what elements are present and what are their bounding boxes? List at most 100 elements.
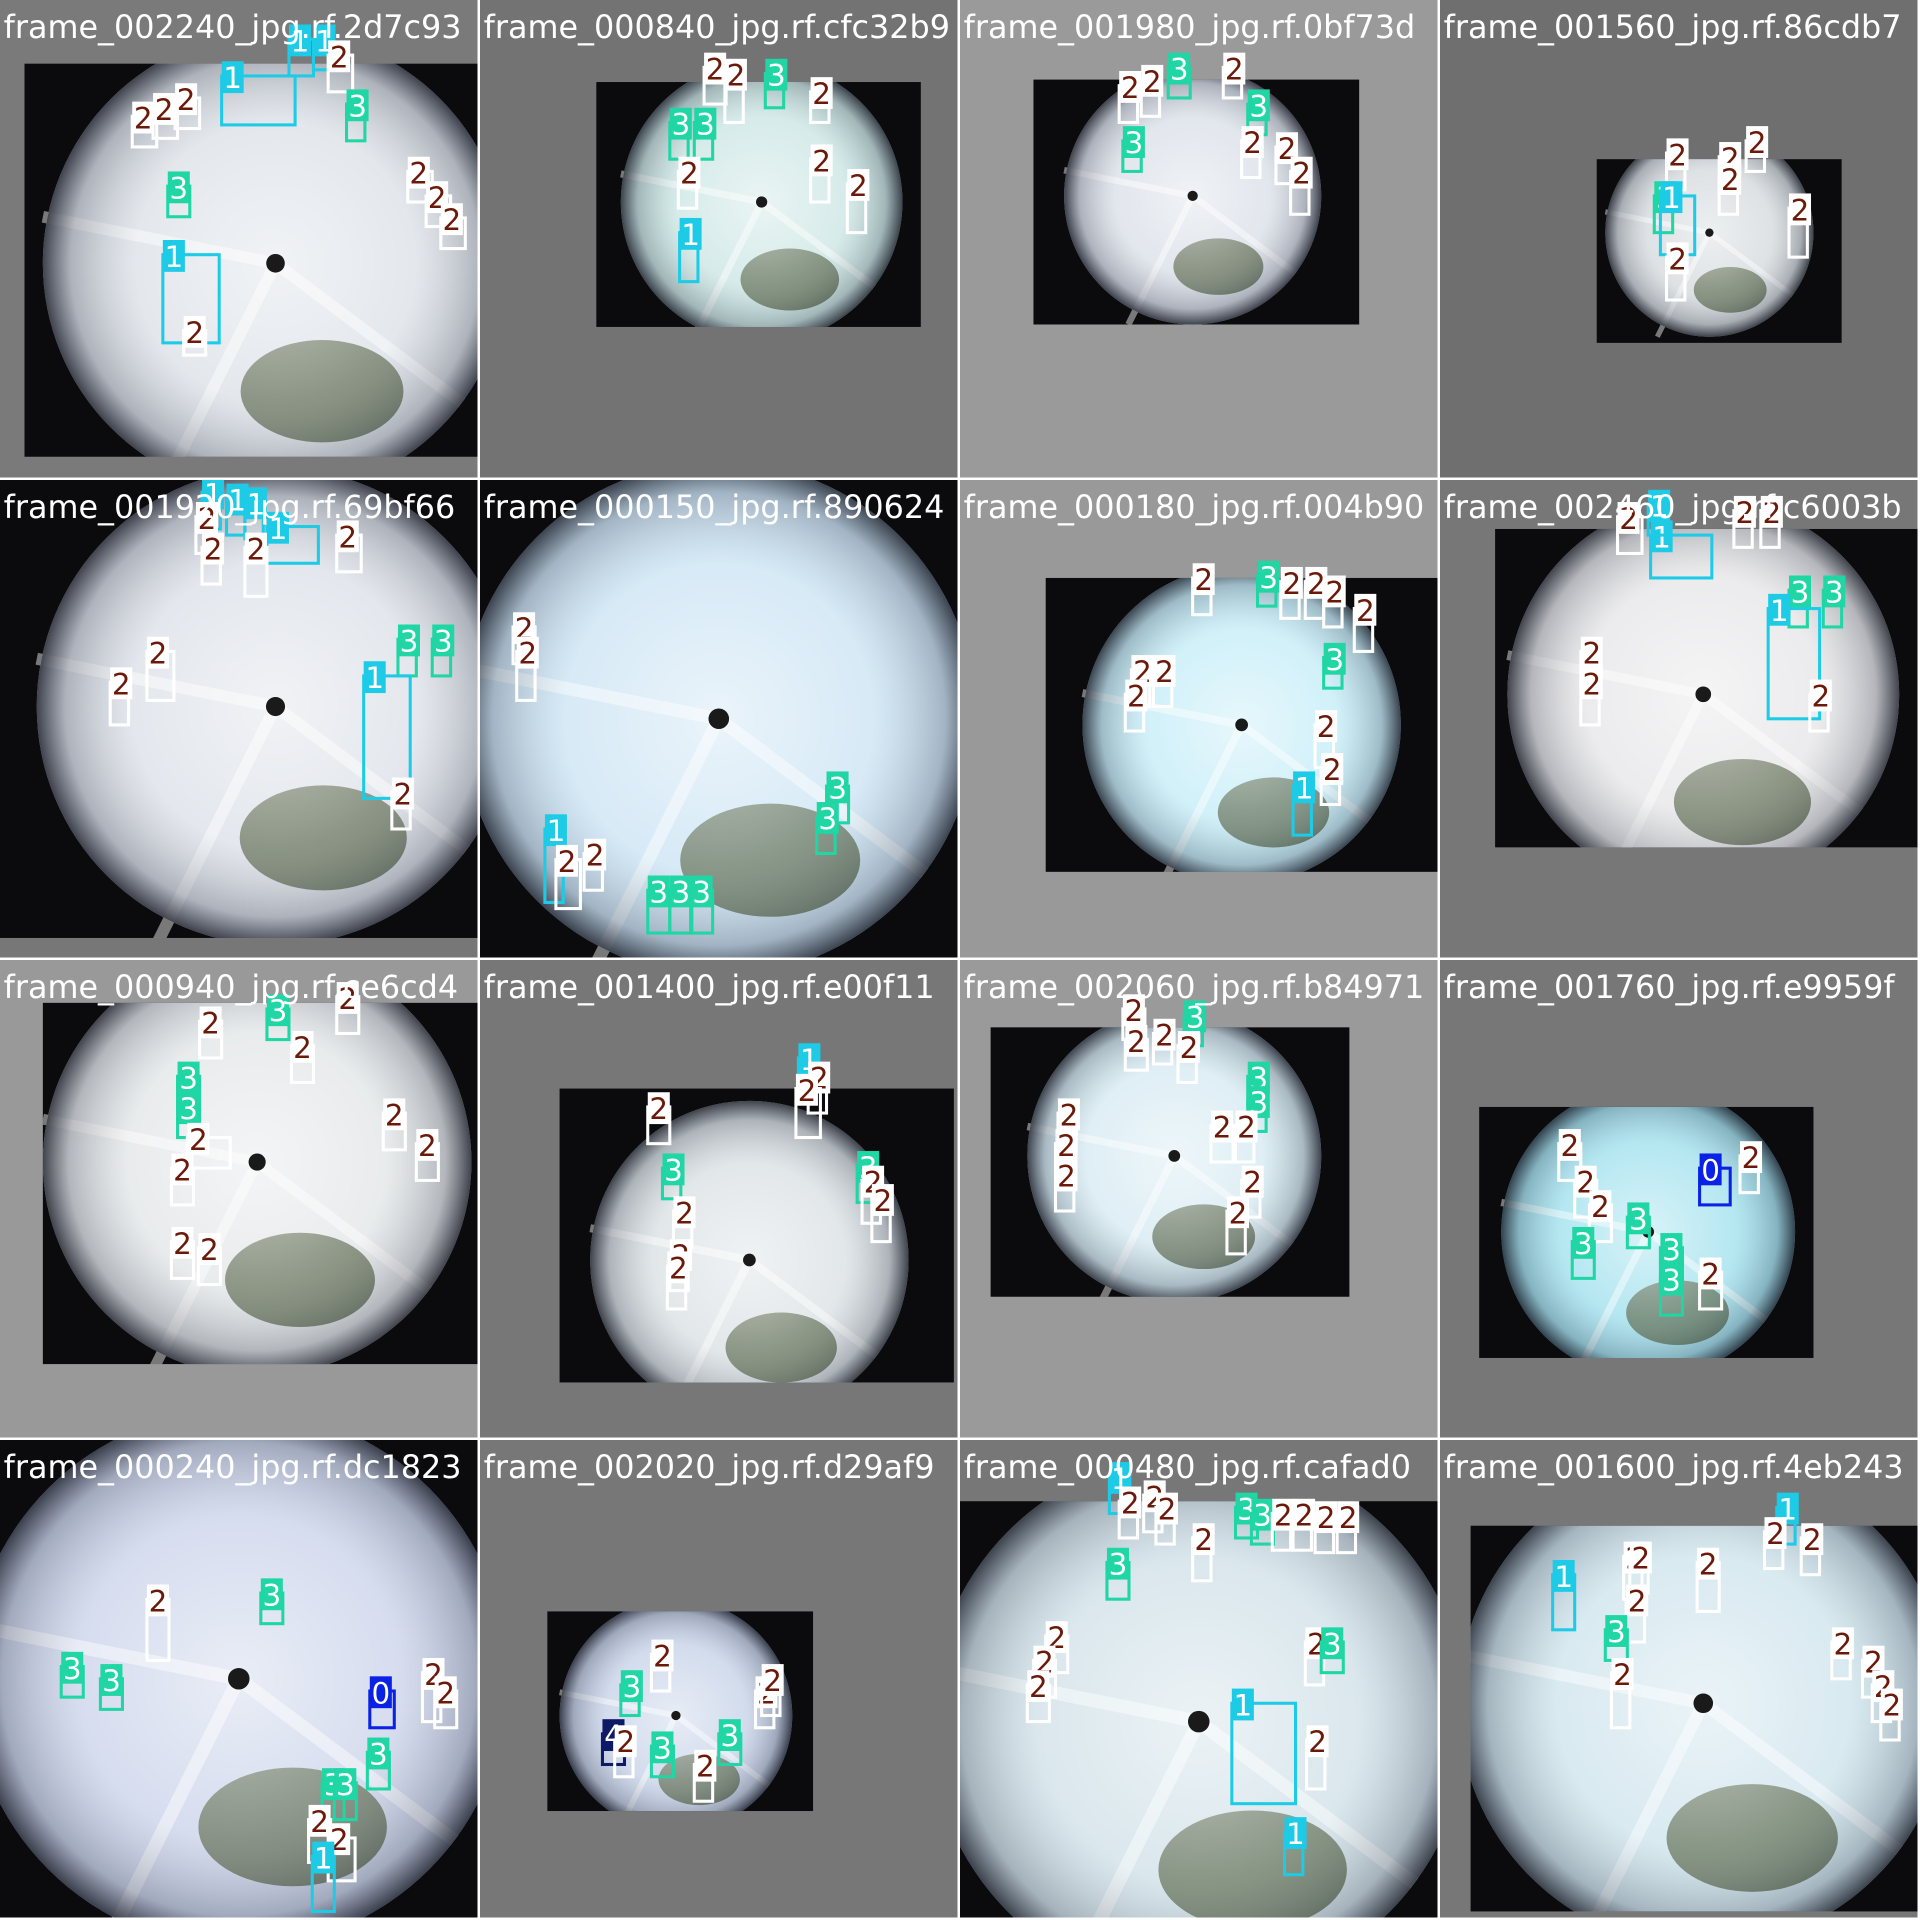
label-background [1574, 1165, 1597, 1198]
label-background [434, 1676, 457, 1709]
label-background [1699, 1153, 1722, 1186]
label-background [1788, 575, 1812, 608]
class-label: 1 [165, 240, 184, 274]
label-background [336, 982, 359, 1014]
image-title: frame_002060_jpg.rf.b84971 [964, 968, 1425, 1006]
class-label: 2 [134, 102, 153, 136]
class-label: 2 [1560, 1129, 1579, 1163]
class-label: 2 [177, 83, 196, 117]
label-background [266, 994, 289, 1027]
class-label: 1 [269, 512, 288, 546]
class-label: 2 [706, 53, 725, 87]
image-title: frame_000940_jpg.rf.ce6cd4 [4, 968, 458, 1006]
label-background [1572, 1226, 1595, 1259]
tile-content: 2 2 323 32 221 [480, 0, 958, 478]
class-label: 2 [1121, 1486, 1140, 1520]
label-background [1337, 1501, 1360, 1534]
label-background [1168, 52, 1191, 85]
class-label: 1 [314, 1842, 333, 1876]
class-label: 2 [112, 667, 131, 701]
class-label: 2 [1213, 1111, 1232, 1145]
label-background [1027, 1670, 1050, 1703]
class-label: 2 [1292, 157, 1311, 191]
class-label: 2 [1628, 1584, 1647, 1618]
label-background [177, 1092, 200, 1125]
label-background [146, 1584, 169, 1617]
fisheye-photo [1470, 1525, 1918, 1912]
label-background [1290, 156, 1313, 189]
label-background [1558, 1128, 1581, 1161]
label-background [810, 144, 833, 177]
label-background [1660, 1233, 1683, 1265]
class-label: 3 [63, 1652, 82, 1686]
label-background [1831, 1627, 1854, 1660]
label-background [1580, 636, 1603, 669]
class-label: 3 [653, 1731, 672, 1765]
class-label: 3 [828, 771, 847, 805]
label-background [61, 1651, 84, 1684]
label-background [1605, 1615, 1628, 1647]
class-label: 2 [418, 1129, 437, 1163]
lens-shade [42, 63, 478, 457]
label-background [221, 61, 244, 94]
label-background [153, 93, 176, 125]
label-background [673, 1196, 696, 1229]
class-label: 2 [1736, 496, 1755, 530]
label-background [1626, 1584, 1649, 1617]
class-label: 2 [1194, 563, 1213, 597]
bounding-box [1230, 1701, 1298, 1806]
label-background [100, 1664, 123, 1696]
label-background [407, 156, 430, 189]
fisheye-photo [480, 480, 958, 958]
image-title: frame_000480_jpg.rf.cafad0 [964, 1448, 1411, 1486]
class-label: 2 [1029, 1670, 1048, 1704]
label-background [690, 875, 713, 908]
class-label: 2 [1803, 1523, 1822, 1557]
class-label: 2 [1229, 1196, 1248, 1230]
label-background [1275, 132, 1298, 165]
label-background [391, 777, 414, 810]
label-background [397, 624, 420, 657]
label-background [669, 107, 692, 140]
label-background [367, 1737, 390, 1770]
class-label: 3 [262, 1578, 281, 1612]
class-label: 2 [1180, 1031, 1199, 1065]
image-title: frame_002460_jpg.rf.c6003b [1444, 488, 1902, 526]
class-label: 1 [547, 814, 566, 848]
tile-content: 12212222322222 [1440, 1440, 1918, 1918]
class-label: 2 [586, 839, 605, 873]
class-label: 2 [1325, 575, 1344, 609]
label-background [1660, 181, 1683, 214]
class-label: 2 [1060, 1098, 1079, 1132]
image-title: frame_000180_jpg.rf.004b90 [964, 488, 1425, 526]
class-label: 2 [173, 1153, 192, 1187]
class-label: 3 [369, 1737, 388, 1771]
drone-shadow [708, 708, 730, 730]
drone-shadow [1235, 718, 1248, 732]
class-label: 2 [1155, 655, 1174, 689]
label-background [1719, 162, 1742, 195]
fisheye-photo [589, 1100, 909, 1383]
label-background [1272, 1498, 1295, 1531]
drone-shadow [1693, 1693, 1714, 1714]
class-label: 2 [149, 637, 168, 671]
class-label: 2 [409, 157, 428, 191]
class-label: 3 [1791, 575, 1810, 609]
drone-shadow [1705, 228, 1714, 237]
drone-shadow [1188, 1710, 1210, 1733]
mosaic-tile: 12212222322222 [1440, 1440, 1918, 1918]
class-label: 2 [1317, 1501, 1336, 1535]
class-label: 2 [1721, 163, 1740, 197]
label-background [260, 1578, 283, 1611]
class-label: 2 [518, 637, 537, 671]
image-title: frame_000240_jpg.rf.dc1823 [4, 1448, 462, 1486]
label-background [1666, 138, 1689, 171]
image-title: frame_001400_jpg.rf.e00f11 [484, 968, 935, 1006]
label-background [175, 83, 198, 116]
